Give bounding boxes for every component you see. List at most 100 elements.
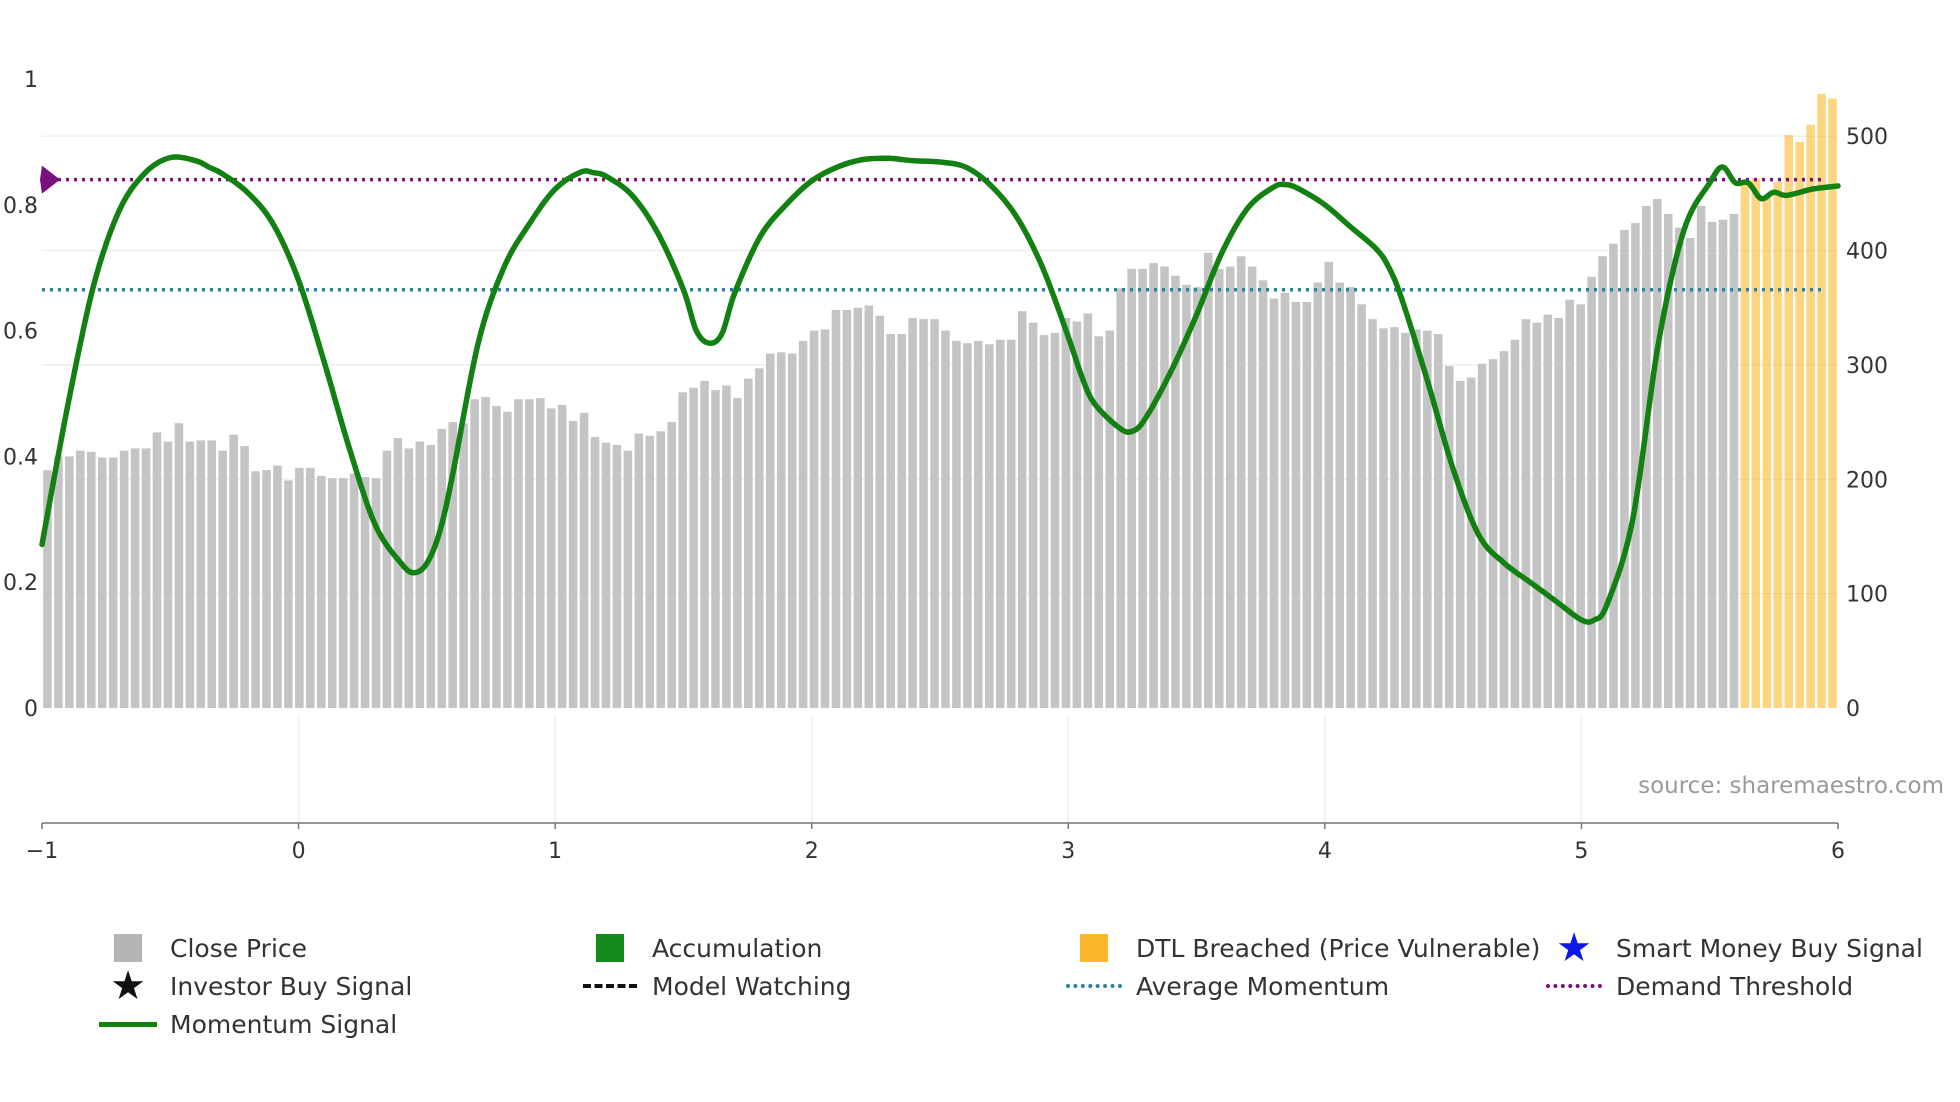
close-price-bar: [1532, 322, 1542, 708]
close-price-bar: [1434, 334, 1443, 708]
close-price-bar: [744, 378, 753, 708]
close-price-bar: [1401, 332, 1410, 708]
close-price-bar: [985, 344, 994, 708]
close-price-bar: [733, 398, 742, 708]
close-price-bar: [152, 432, 162, 708]
close-price-bar: [1674, 227, 1684, 708]
close-price-bar: [97, 457, 107, 708]
close-price-bar: [174, 423, 184, 708]
x-tick-label: 2: [805, 839, 819, 864]
close-price-bar: [316, 475, 326, 708]
left-y-tick-label: 0.6: [3, 320, 38, 345]
close-price-bar: [1171, 275, 1180, 708]
close-price-bar: [108, 457, 118, 708]
close-price-bar: [1138, 268, 1147, 708]
demand-threshold-marker: [40, 165, 60, 194]
close-price-bar: [623, 450, 633, 708]
close-price-bar: [1335, 282, 1344, 708]
x-tick-label: 3: [1061, 839, 1075, 864]
breached-price-bar: [1795, 141, 1804, 708]
close-price-bar: [1302, 302, 1312, 708]
x-tick-label: 4: [1318, 839, 1332, 864]
close-price-bar: [1182, 284, 1191, 708]
breached-price-bar: [1828, 98, 1837, 708]
close-price-bar: [886, 334, 895, 708]
close-price-bar: [327, 478, 337, 708]
close-price-bar: [1204, 252, 1213, 708]
close-price-bar: [1521, 319, 1531, 708]
close-price-bar: [1707, 221, 1717, 709]
close-price-bars: [43, 199, 1739, 709]
close-price-bar: [393, 438, 403, 708]
close-price-bar: [1269, 298, 1279, 708]
close-price-bar: [842, 310, 852, 708]
close-price-bar: [1423, 330, 1432, 708]
close-price-bar: [284, 480, 293, 708]
breached-price-bars: [1740, 93, 1837, 709]
close-price-bar: [338, 478, 348, 708]
close-price-bar: [1587, 276, 1596, 708]
close-price-bar: [1390, 327, 1399, 708]
close-price-bar: [459, 423, 468, 708]
close-price-bar: [514, 399, 523, 708]
close-price-bar: [995, 339, 1005, 708]
close-price-bar: [240, 446, 249, 708]
close-price-bar: [1258, 280, 1268, 708]
close-price-bar: [678, 392, 687, 708]
close-price-bar: [196, 440, 206, 708]
close-price-bar: [831, 310, 841, 708]
close-price-bar: [87, 451, 96, 708]
x-tick-label: 0: [292, 839, 306, 864]
close-price-bar: [1214, 268, 1224, 708]
breached-price-bar: [1751, 178, 1761, 709]
close-price-bar: [864, 305, 874, 708]
right-y-tick-label: 100: [1846, 583, 1888, 608]
close-price-bar: [974, 340, 983, 708]
close-price-bar: [1609, 243, 1618, 708]
close-price-bar: [1620, 229, 1629, 708]
close-price-bar: [1653, 199, 1662, 708]
close-price-bar: [776, 352, 786, 708]
close-price-bar: [634, 433, 644, 708]
left-y-tick-label: 0.8: [3, 194, 38, 219]
close-price-bar: [700, 380, 709, 708]
breached-price-bar: [1773, 181, 1783, 709]
close-price-bar: [1488, 359, 1498, 708]
close-price-bar: [809, 330, 819, 708]
close-price-bar: [1324, 261, 1334, 708]
close-price-bar: [185, 441, 195, 708]
lower-panel: [42, 715, 1838, 824]
close-price-bar: [503, 411, 512, 708]
close-price-bar: [119, 450, 129, 708]
close-price-bar: [645, 435, 655, 708]
close-price-bar: [54, 456, 63, 708]
left-y-axis: 0 0.2 0.4 0.6 0.8 1: [3, 68, 38, 722]
right-y-tick-label: 500: [1846, 125, 1888, 150]
close-price-bar: [371, 478, 381, 708]
close-price-bar: [470, 399, 479, 708]
close-price-bar: [1543, 314, 1553, 708]
right-y-axis: 0 100 200 300 400 500: [1846, 125, 1888, 722]
close-price-bar: [1576, 304, 1585, 708]
close-price-bar: [1466, 377, 1476, 708]
breached-price-bar: [1806, 124, 1815, 708]
close-price-bar: [306, 467, 315, 708]
left-y-tick-label: 1: [24, 68, 38, 93]
close-price-bar: [1039, 335, 1049, 708]
close-price-bar: [1663, 213, 1673, 708]
close-price-bar: [952, 340, 961, 708]
close-price-bar: [722, 385, 731, 708]
momentum-signal-line: [39, 154, 1841, 625]
close-price-bar: [711, 390, 720, 708]
close-price-bar: [1225, 266, 1235, 708]
close-price-bar: [229, 434, 238, 708]
close-price-bar: [798, 340, 808, 708]
close-price-bar: [897, 334, 906, 708]
close-price-bar: [1565, 299, 1574, 708]
close-price-bar: [130, 448, 140, 708]
close-price-bar: [43, 470, 52, 708]
close-price-bar: [590, 436, 600, 708]
close-price-bar: [1455, 380, 1465, 708]
close-price-bar: [382, 450, 392, 708]
close-price-bar: [1510, 339, 1520, 708]
